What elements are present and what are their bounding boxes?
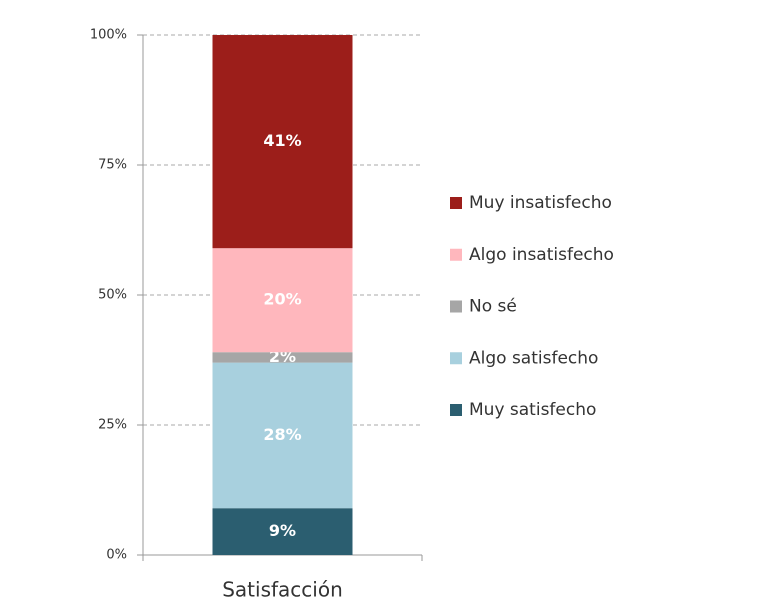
- legend-label: Algo insatisfecho: [469, 245, 614, 265]
- legend-label: Muy satisfecho: [469, 400, 596, 420]
- y-tick-label: 50%: [98, 288, 127, 303]
- y-tick-label: 25%: [98, 418, 127, 433]
- bar-segment: [212, 352, 353, 363]
- legend-label: Algo satisfecho: [469, 348, 598, 368]
- legend-swatch: [450, 404, 462, 416]
- bar-segment: [212, 248, 353, 353]
- legend-swatch: [450, 197, 462, 209]
- legend-swatch: [450, 300, 462, 313]
- y-tick-label: 100%: [90, 28, 127, 43]
- bar-segment: [212, 362, 353, 509]
- legend-label: No sé: [469, 297, 517, 317]
- data-label: 9%: [269, 521, 296, 540]
- data-label: 28%: [263, 425, 301, 444]
- y-tick-label: 0%: [106, 548, 127, 563]
- y-tick-label: 75%: [98, 158, 127, 173]
- bar-segment: [212, 508, 353, 555]
- bar-segment: [212, 35, 353, 249]
- data-label: 41%: [263, 131, 301, 150]
- legend-label: Muy insatisfecho: [469, 193, 612, 213]
- legend-swatch: [450, 352, 462, 365]
- data-label: 20%: [263, 290, 301, 309]
- legend-swatch: [450, 248, 462, 261]
- x-tick-label: Satisfacción: [222, 578, 343, 602]
